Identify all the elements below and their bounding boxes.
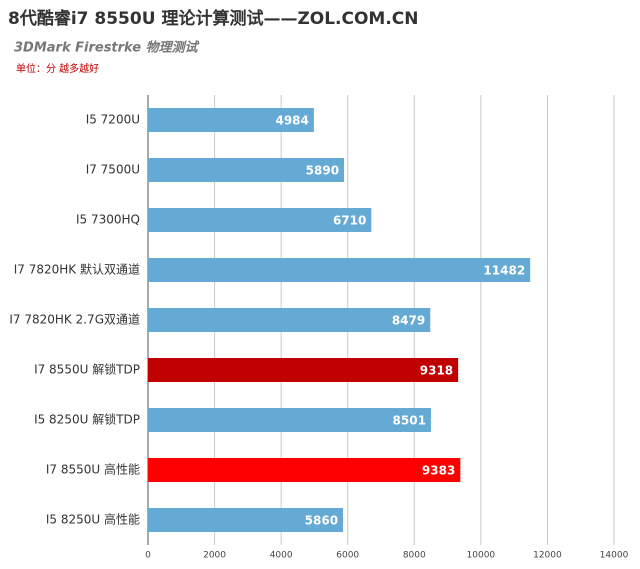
value-label: 5890 bbox=[306, 164, 339, 178]
bar bbox=[148, 308, 431, 332]
y-tick-label: I7 7820HK 2.7G双通道 bbox=[9, 313, 140, 327]
bar bbox=[148, 458, 461, 482]
x-tick-label: 8000 bbox=[403, 551, 426, 561]
x-tick-label: 10000 bbox=[467, 551, 496, 561]
bar bbox=[148, 408, 431, 432]
x-tick-label: 4000 bbox=[270, 551, 293, 561]
value-label: 6710 bbox=[333, 214, 366, 228]
x-tick-label: 6000 bbox=[336, 551, 359, 561]
y-tick-label: I7 8550U 高性能 bbox=[46, 462, 140, 477]
y-tick-label: I7 7500U bbox=[86, 163, 140, 177]
x-tick-label: 14000 bbox=[600, 551, 629, 561]
y-tick-label: I5 7200U bbox=[86, 113, 140, 127]
bar bbox=[148, 158, 345, 182]
bar bbox=[148, 208, 372, 232]
value-label: 9383 bbox=[422, 464, 455, 478]
chart-title: 8代酷睿i7 8550U 理论计算测试——ZOL.COM.CN bbox=[8, 8, 419, 29]
x-tick-label: 12000 bbox=[533, 551, 562, 561]
y-tick-label: I5 7300HQ bbox=[76, 213, 140, 227]
value-label: 5860 bbox=[305, 514, 338, 528]
x-tick-label: 2000 bbox=[203, 551, 226, 561]
bar bbox=[148, 508, 344, 532]
bar bbox=[148, 258, 531, 282]
bar bbox=[148, 358, 459, 382]
value-label: 8501 bbox=[393, 414, 426, 428]
x-tick-label: 0 bbox=[145, 551, 151, 561]
value-label: 9318 bbox=[420, 364, 453, 378]
chart-subtitle: 3DMark Firestrke 物理测试 bbox=[14, 40, 200, 56]
value-label: 4984 bbox=[275, 114, 308, 128]
value-label: 8479 bbox=[392, 314, 425, 328]
y-tick-label: I5 8250U 解锁TDP bbox=[34, 412, 140, 427]
value-label: 11482 bbox=[483, 264, 525, 278]
bar bbox=[148, 108, 314, 132]
y-tick-label: I5 8250U 高性能 bbox=[46, 512, 140, 527]
y-tick-label: I7 8550U 解锁TDP bbox=[34, 362, 140, 377]
y-tick-label: I7 7820HK 默认双通道 bbox=[14, 262, 140, 277]
unit-note: 单位：分 越多越好 bbox=[16, 62, 99, 75]
